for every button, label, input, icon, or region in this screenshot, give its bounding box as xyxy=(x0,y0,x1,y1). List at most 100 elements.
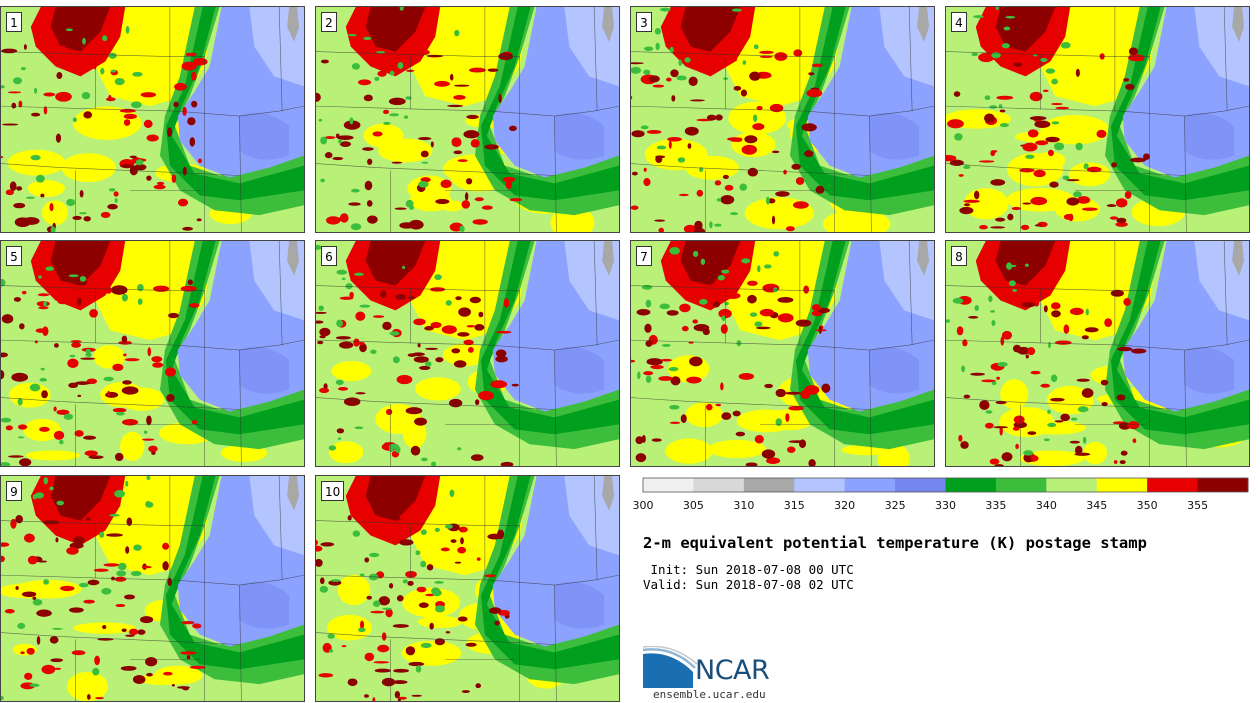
field-convection-cell xyxy=(1035,224,1042,227)
field-convection-cell xyxy=(745,462,758,466)
field-convection-cell xyxy=(956,326,964,336)
field-convection-cell xyxy=(964,203,971,207)
field-convection-cell xyxy=(1030,453,1035,461)
field-convection-cell xyxy=(27,555,38,565)
field-yellow-patch xyxy=(685,155,740,180)
field-darkred-region xyxy=(50,476,111,521)
field-convection-cell xyxy=(105,97,116,102)
field-convection-cell xyxy=(484,574,497,578)
field-darkblue-patch xyxy=(554,112,605,160)
field-green-speck xyxy=(359,573,365,577)
field-convection-cell xyxy=(457,616,468,622)
field-convection-cell xyxy=(1127,421,1140,430)
field-convection-cell xyxy=(774,52,788,61)
field-green-speck xyxy=(328,649,334,653)
field-green-speck xyxy=(69,354,76,358)
state-border xyxy=(239,585,242,701)
field-convection-cell xyxy=(140,92,157,98)
field-green-speck xyxy=(700,258,706,265)
field-convection-cell xyxy=(115,603,126,608)
field-green-speck xyxy=(56,500,65,506)
field-green-speck xyxy=(1051,78,1059,85)
theta-e-map xyxy=(1,241,304,466)
field-convection-cell xyxy=(120,665,137,671)
field-green-speck xyxy=(1073,191,1082,198)
field-green-speck xyxy=(1075,142,1083,151)
field-green-speck xyxy=(52,627,63,630)
field-convection-cell xyxy=(1120,450,1128,456)
field-convection-cell xyxy=(112,363,124,372)
field-convection-cell xyxy=(1132,438,1137,444)
field-convection-cell xyxy=(808,72,815,76)
field-green-speck xyxy=(39,377,47,382)
field-green-speck xyxy=(99,531,105,538)
field-green-speck xyxy=(637,371,641,380)
field-yellow-patch xyxy=(417,615,463,629)
field-darkblue-patch xyxy=(239,112,290,160)
field-convection-cell xyxy=(177,198,189,207)
field-convection-cell xyxy=(336,428,345,434)
field-convection-cell xyxy=(17,424,28,430)
field-convection-cell xyxy=(715,403,722,407)
theta-e-map xyxy=(631,241,934,466)
field-convection-cell xyxy=(381,632,387,641)
field-green-speck xyxy=(963,165,971,170)
field-convection-cell xyxy=(635,453,647,463)
field-convection-cell xyxy=(378,596,390,606)
state-border xyxy=(631,397,870,410)
field-green-speck xyxy=(374,76,380,81)
field-convection-cell xyxy=(366,215,378,224)
field-green-speck xyxy=(1082,436,1087,444)
field-green-speck xyxy=(145,501,154,508)
field-green-speck xyxy=(108,188,116,192)
field-convection-cell xyxy=(396,374,413,385)
field-convection-cell xyxy=(947,119,964,129)
field-convection-cell xyxy=(420,150,429,158)
field-green-speck xyxy=(721,269,730,274)
state-border xyxy=(1,339,304,351)
field-green-speck xyxy=(1006,262,1013,270)
field-convection-cell xyxy=(141,565,152,569)
field-convection-cell xyxy=(425,593,435,597)
field-convection-cell xyxy=(461,690,471,693)
field-green-speck xyxy=(102,35,108,42)
field-convection-cell xyxy=(36,609,52,617)
field-convection-cell xyxy=(465,178,473,185)
field-yellow-patch xyxy=(27,180,65,198)
field-convection-cell xyxy=(464,192,469,201)
field-convection-cell xyxy=(372,315,385,318)
field-convection-cell xyxy=(738,373,755,380)
field-green-speck xyxy=(110,69,116,73)
field-convection-cell xyxy=(21,591,37,598)
field-convection-cell xyxy=(316,311,327,314)
field-green-speck xyxy=(1,695,4,701)
field-convection-cell xyxy=(13,297,22,302)
field-convection-cell xyxy=(41,664,56,675)
field-convection-cell xyxy=(631,171,638,176)
field-green-speck xyxy=(92,667,100,676)
field-convection-cell xyxy=(187,279,193,286)
field-green-speck xyxy=(421,161,429,164)
field-convection-cell xyxy=(454,561,462,564)
field-convection-cell xyxy=(449,73,454,81)
field-convection-cell xyxy=(1069,307,1084,316)
field-convection-cell xyxy=(1050,302,1061,310)
field-convection-cell xyxy=(364,652,375,662)
field-convection-cell xyxy=(1001,330,1013,340)
field-green-speck xyxy=(30,154,41,161)
field-yellow-patch xyxy=(1019,450,1085,466)
field-convection-cell xyxy=(347,678,358,687)
field-convection-cell xyxy=(1045,136,1060,143)
field-convection-cell xyxy=(766,457,781,465)
field-green-speck xyxy=(68,274,79,278)
field-convection-cell xyxy=(1123,78,1130,82)
state-border xyxy=(316,339,619,351)
field-convection-cell xyxy=(191,71,197,81)
field-darkgreen-band xyxy=(480,7,619,201)
field-convection-cell xyxy=(447,104,464,108)
field-convection-cell xyxy=(996,95,1014,100)
field-convection-cell xyxy=(1075,68,1080,77)
field-convection-cell xyxy=(1013,415,1025,424)
field-convection-cell xyxy=(110,285,128,295)
theta-e-map xyxy=(946,241,1249,466)
